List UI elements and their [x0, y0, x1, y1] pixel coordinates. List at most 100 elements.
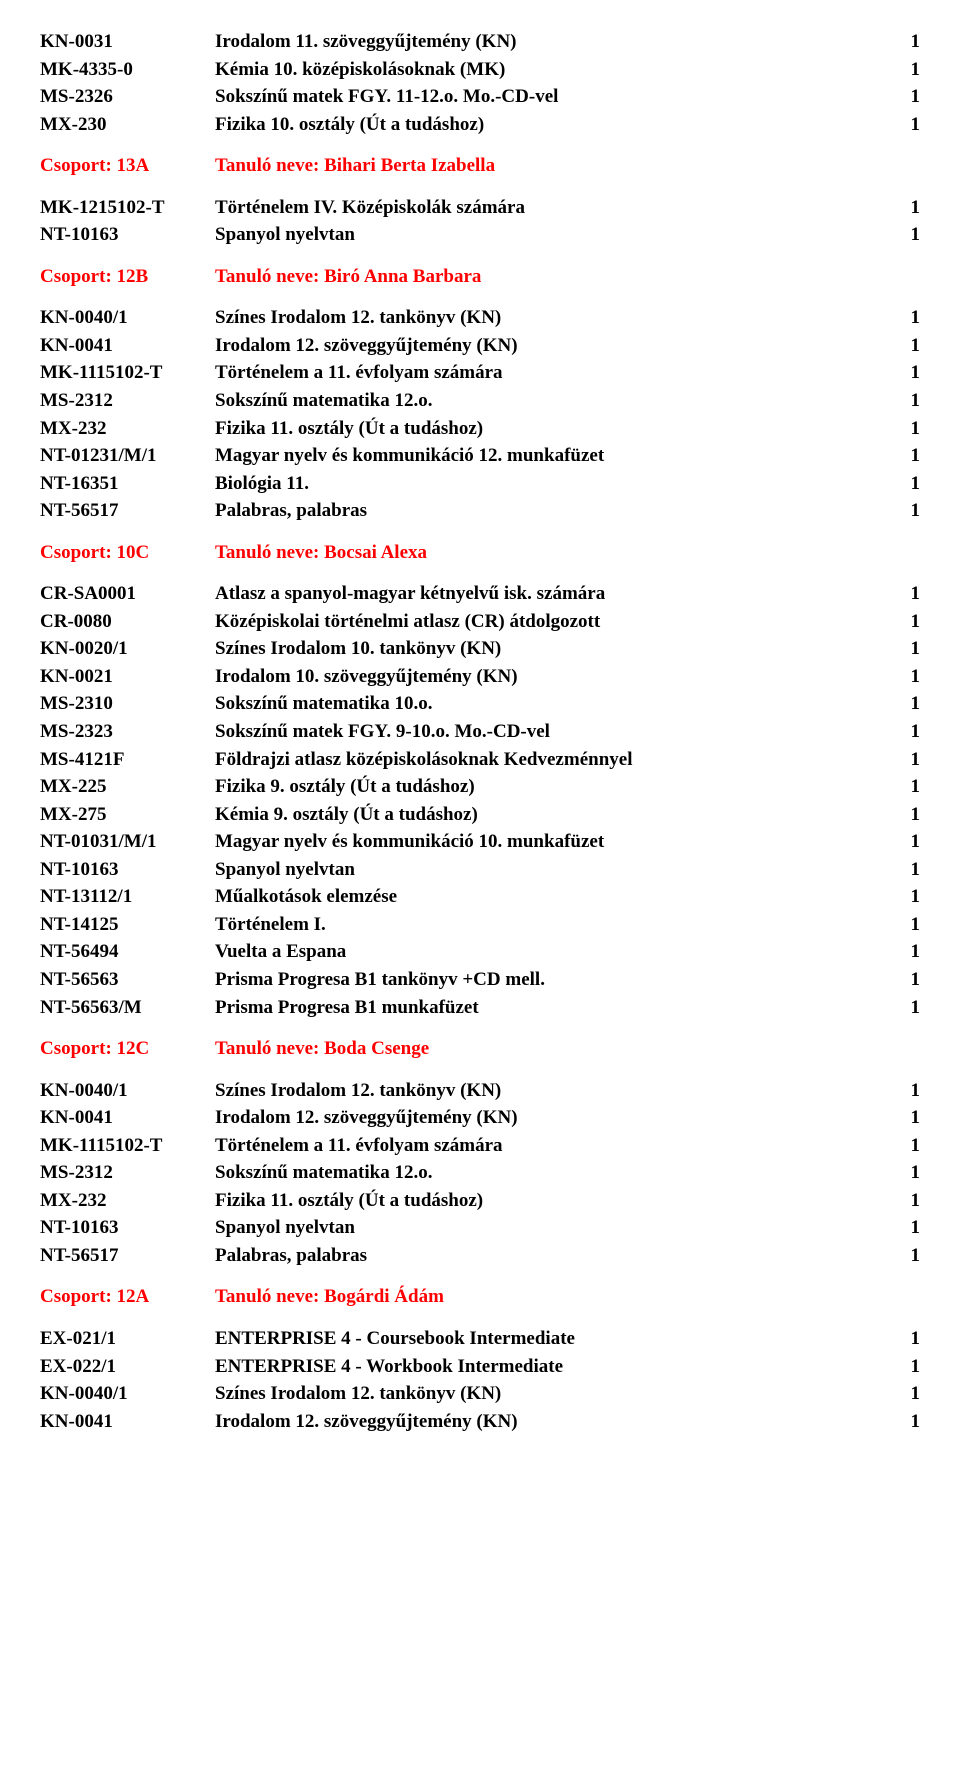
book-code: NT-10163 — [40, 221, 215, 249]
book-row: MX-225Fizika 9. osztály (Út a tudáshoz)1 — [40, 773, 920, 801]
book-code: KN-0041 — [40, 332, 215, 360]
book-row: KN-0041Irodalom 12. szöveggyűjtemény (KN… — [40, 1408, 920, 1436]
book-title: Történelem a 11. évfolyam számára — [215, 359, 880, 387]
book-row: NT-56517Palabras, palabras1 — [40, 497, 920, 525]
book-qty: 1 — [880, 1380, 920, 1408]
book-row: KN-0021Irodalom 10. szöveggyűjtemény (KN… — [40, 663, 920, 691]
book-qty: 1 — [880, 828, 920, 856]
book-row: MK-4335-0Kémia 10. középiskolásoknak (MK… — [40, 56, 920, 84]
book-code: MX-232 — [40, 1187, 215, 1215]
book-row: MX-232Fizika 11. osztály (Út a tudáshoz)… — [40, 415, 920, 443]
book-code: NT-56517 — [40, 497, 215, 525]
book-qty: 1 — [880, 387, 920, 415]
book-code: MS-4121F — [40, 746, 215, 774]
book-qty: 1 — [880, 718, 920, 746]
book-code: EX-022/1 — [40, 1353, 215, 1381]
group-code: Csoport: 12A — [40, 1283, 215, 1311]
book-qty: 1 — [880, 801, 920, 829]
book-row: KN-0041Irodalom 12. szöveggyűjtemény (KN… — [40, 1104, 920, 1132]
book-row: MS-2312Sokszínű matematika 12.o.1 — [40, 387, 920, 415]
book-qty: 1 — [880, 883, 920, 911]
book-row: KN-0040/1Színes Irodalom 12. tankönyv (K… — [40, 304, 920, 332]
book-qty: 1 — [880, 497, 920, 525]
book-title: Prisma Progresa B1 tankönyv +CD mell. — [215, 966, 880, 994]
book-code: MK-4335-0 — [40, 56, 215, 84]
group-student-name: Tanuló neve: Bocsai Alexa — [215, 539, 920, 567]
book-qty: 1 — [880, 690, 920, 718]
book-code: NT-16351 — [40, 470, 215, 498]
book-qty: 1 — [880, 580, 920, 608]
group-header: Csoport: 10CTanuló neve: Bocsai Alexa — [40, 525, 920, 581]
book-title: Fizika 11. osztály (Út a tudáshoz) — [215, 1187, 880, 1215]
book-row: MS-4121FFöldrajzi atlasz középiskolásokn… — [40, 746, 920, 774]
book-qty: 1 — [880, 1104, 920, 1132]
book-row: MX-275Kémia 9. osztály (Út a tudáshoz)1 — [40, 801, 920, 829]
book-qty: 1 — [880, 1159, 920, 1187]
group-header: Csoport: 12ATanuló neve: Bogárdi Ádám — [40, 1269, 920, 1325]
book-title: Irodalom 12. szöveggyűjtemény (KN) — [215, 1104, 880, 1132]
book-qty: 1 — [880, 994, 920, 1022]
book-code: NT-56517 — [40, 1242, 215, 1270]
book-code: MK-1115102-T — [40, 359, 215, 387]
book-row: NT-56563/MPrisma Progresa B1 munkafüzet1 — [40, 994, 920, 1022]
book-code: MK-1115102-T — [40, 1132, 215, 1160]
book-row: NT-13112/1Műalkotások elemzése1 — [40, 883, 920, 911]
group-code: Csoport: 12C — [40, 1035, 215, 1063]
book-qty: 1 — [880, 470, 920, 498]
book-row: MS-2312Sokszínű matematika 12.o.1 — [40, 1159, 920, 1187]
book-title: Középiskolai történelmi atlasz (CR) átdo… — [215, 608, 880, 636]
book-title: Földrajzi atlasz középiskolásoknak Kedve… — [215, 746, 880, 774]
group-header: Csoport: 12CTanuló neve: Boda Csenge — [40, 1021, 920, 1077]
book-code: NT-01231/M/1 — [40, 442, 215, 470]
book-qty: 1 — [880, 28, 920, 56]
book-row: MK-1115102-TTörténelem a 11. évfolyam sz… — [40, 1132, 920, 1160]
book-title: Történelem IV. Középiskolák számára — [215, 194, 880, 222]
book-code: NT-10163 — [40, 1214, 215, 1242]
book-title: Sokszínű matematika 12.o. — [215, 1159, 880, 1187]
book-title: Kémia 10. középiskolásoknak (MK) — [215, 56, 880, 84]
group-header: Csoport: 13ATanuló neve: Bihari Berta Iz… — [40, 138, 920, 194]
book-code: CR-SA0001 — [40, 580, 215, 608]
book-title: Biológia 11. — [215, 470, 880, 498]
book-qty: 1 — [880, 56, 920, 84]
book-row: MS-2326Sokszínű matek FGY. 11-12.o. Mo.-… — [40, 83, 920, 111]
book-row: MS-2310Sokszínű matematika 10.o.1 — [40, 690, 920, 718]
book-row: NT-10163Spanyol nyelvtan1 — [40, 221, 920, 249]
book-row: KN-0031Irodalom 11. szöveggyűjtemény (KN… — [40, 28, 920, 56]
book-qty: 1 — [880, 442, 920, 470]
book-code: MS-2312 — [40, 387, 215, 415]
book-row: MS-2323Sokszínű matek FGY. 9-10.o. Mo.-C… — [40, 718, 920, 746]
book-title: Irodalom 12. szöveggyűjtemény (KN) — [215, 1408, 880, 1436]
book-title: Fizika 9. osztály (Út a tudáshoz) — [215, 773, 880, 801]
book-code: KN-0040/1 — [40, 304, 215, 332]
book-title: Színes Irodalom 12. tankönyv (KN) — [215, 1380, 880, 1408]
book-qty: 1 — [880, 332, 920, 360]
book-qty: 1 — [880, 111, 920, 139]
book-qty: 1 — [880, 194, 920, 222]
book-title: Atlasz a spanyol-magyar kétnyelvű isk. s… — [215, 580, 880, 608]
book-row: NT-10163Spanyol nyelvtan1 — [40, 856, 920, 884]
book-code: KN-0041 — [40, 1104, 215, 1132]
book-title: Spanyol nyelvtan — [215, 221, 880, 249]
book-code: KN-0020/1 — [40, 635, 215, 663]
book-title: Sokszínű matematika 12.o. — [215, 387, 880, 415]
book-code: KN-0031 — [40, 28, 215, 56]
book-code: MS-2323 — [40, 718, 215, 746]
group-header: Csoport: 12BTanuló neve: Biró Anna Barba… — [40, 249, 920, 305]
book-code: KN-0041 — [40, 1408, 215, 1436]
book-qty: 1 — [880, 1408, 920, 1436]
book-title: Színes Irodalom 12. tankönyv (KN) — [215, 304, 880, 332]
book-qty: 1 — [880, 83, 920, 111]
book-qty: 1 — [880, 1187, 920, 1215]
book-row: KN-0041Irodalom 12. szöveggyűjtemény (KN… — [40, 332, 920, 360]
book-title: Palabras, palabras — [215, 497, 880, 525]
group-student-name: Tanuló neve: Biró Anna Barbara — [215, 263, 920, 291]
book-qty: 1 — [880, 221, 920, 249]
book-code: KN-0021 — [40, 663, 215, 691]
book-qty: 1 — [880, 938, 920, 966]
book-title: Fizika 11. osztály (Út a tudáshoz) — [215, 415, 880, 443]
book-title: Spanyol nyelvtan — [215, 856, 880, 884]
book-row: NT-56517Palabras, palabras1 — [40, 1242, 920, 1270]
group-code: Csoport: 10C — [40, 539, 215, 567]
book-code: NT-10163 — [40, 856, 215, 884]
